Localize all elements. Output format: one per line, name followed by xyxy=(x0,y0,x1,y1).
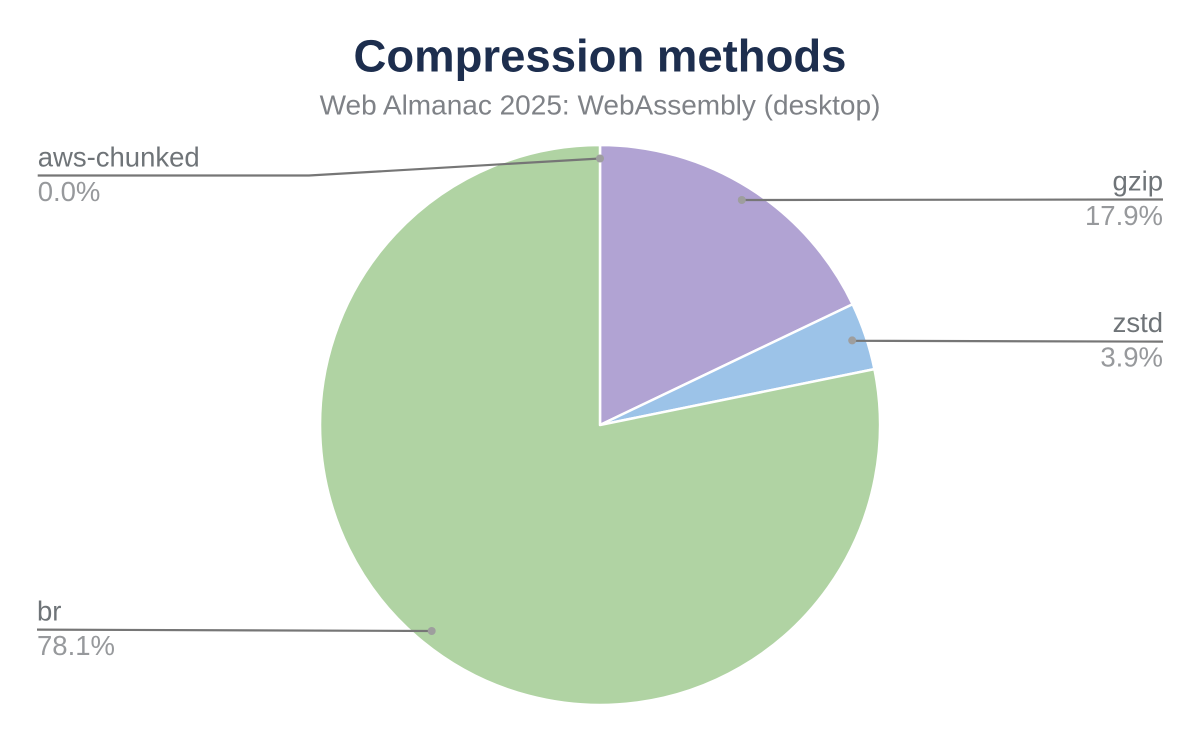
svg-text:0.0%: 0.0% xyxy=(38,176,101,207)
svg-text:Compression methods: Compression methods xyxy=(354,31,847,82)
svg-text:zstd: zstd xyxy=(1113,307,1163,338)
svg-text:3.9%: 3.9% xyxy=(1100,342,1163,373)
svg-text:gzip: gzip xyxy=(1113,166,1163,197)
svg-text:78.1%: 78.1% xyxy=(37,630,115,661)
svg-text:br: br xyxy=(37,596,61,627)
svg-text:aws-chunked: aws-chunked xyxy=(38,141,200,172)
svg-text:Web Almanac 2025: WebAssembly: Web Almanac 2025: WebAssembly (desktop) xyxy=(320,90,881,121)
svg-text:17.9%: 17.9% xyxy=(1085,200,1163,231)
